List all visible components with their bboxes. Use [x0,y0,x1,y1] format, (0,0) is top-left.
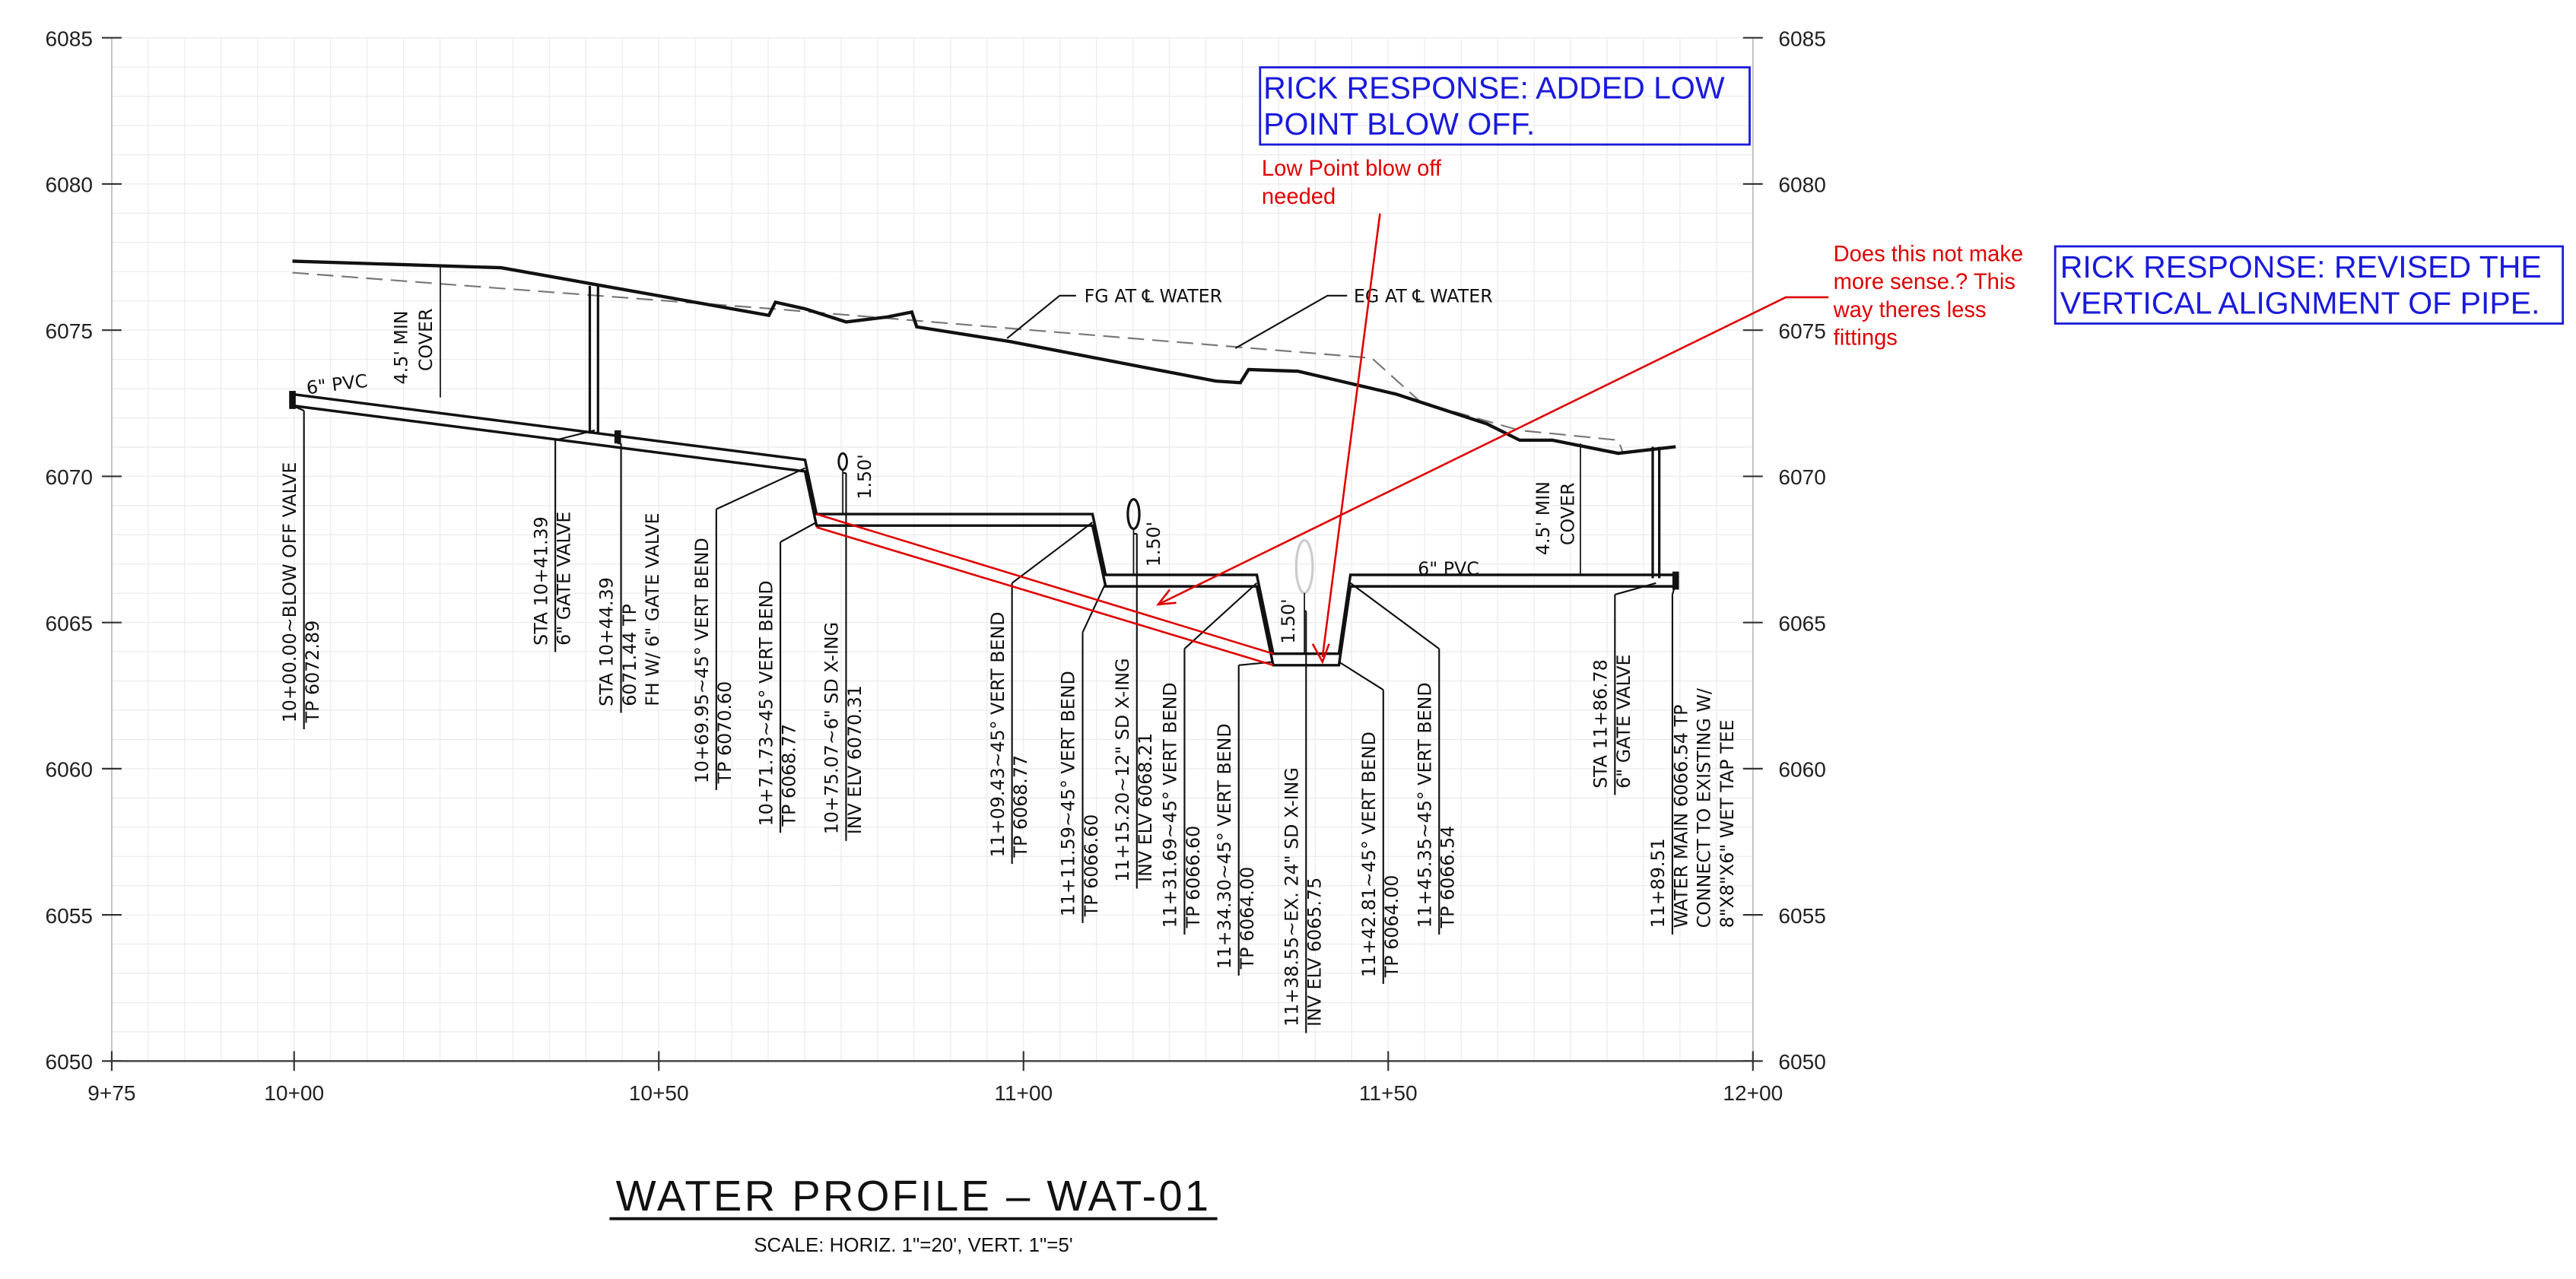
y-tick-label: 6055 [46,904,93,928]
y-tick-label: 6050 [1778,1050,1825,1074]
response-text: RICK RESPONSE: REVISED THE [2060,249,2542,284]
comment-text: more sense.? This [1834,270,2015,294]
cover-label: 4.5' MIN [1533,481,1554,555]
revision-pipe [817,527,1273,665]
y-tick-label: 6055 [1778,904,1825,928]
storm-crossing [839,453,847,470]
pipe-bottom [293,406,1676,665]
callout-text: 11+89.51 [1647,838,1669,928]
callout-text: 10+71.73~45° VERT BEND [755,580,777,826]
callout-text: TP 6072.89 [302,620,323,724]
leader [1235,296,1347,348]
callout-text: WATER MAIN 6066.54 TP [1670,705,1691,928]
y-tick-label: 6075 [1778,319,1825,343]
leader [1007,296,1076,338]
leader [555,430,595,440]
callout-text: INV ELV 6070.31 [844,685,866,834]
callout-text: 11+11.59~45° VERT BEND [1058,671,1079,916]
y-tick-label: 6070 [46,465,93,489]
y-tick-label: 6060 [1778,758,1825,782]
callout-text: 11+42.81~45° VERT BEND [1358,732,1380,977]
y-tick-label: 6060 [46,758,93,782]
pvc-label: 6" PVC [1418,558,1479,579]
storm-crossing-existing [1296,541,1313,593]
callout-text: FH W/ 6" GATE VALVE [642,513,663,706]
fg-label: FG AT ℄ WATER [1085,285,1222,306]
eg-label: EG AT ℄ WATER [1354,285,1493,306]
callout-text: 11+09.43~45° VERT BEND [987,611,1008,857]
page: { "y_axis_left": ["6085", "6080", "6075"… [0,0,2576,1279]
profile-sheet: FG AT ℄ WATER EG AT ℄ WATER 6" PVC 6" PV… [0,0,2576,1279]
y-tick-label: 6065 [46,611,93,635]
callout-text: 10+00.00~BLOW OFF VALVE [279,462,300,723]
y-tick-label: 6065 [1778,611,1825,635]
comment-text: needed [1262,185,1336,209]
leader [1012,522,1093,583]
callout-text: 11+45.35~45° VERT BEND [1414,682,1435,928]
response-text: VERTICAL ALIGNMENT OF PIPE. [2060,286,2540,321]
callout-text: 11+15.20~12" SD X-ING [1112,658,1133,881]
comment-text: fittings [1834,326,1898,351]
response-text: RICK RESPONSE: ADDED LOW [1263,71,1725,106]
callout-text: 8"X8"X6" WET TAP TEE [1717,719,1738,928]
x-tick-label: 10+50 [629,1081,689,1105]
callout-text: 6071.44 TP [619,604,640,706]
callout-text: TP 6066.54 [1437,826,1459,929]
x-tick-label: 11+50 [1359,1081,1418,1105]
callout-text: 6" GATE VALVE [1613,654,1634,788]
comment-text: way theres less [1833,298,1987,322]
scale-note: SCALE: HORIZ. 1"=20', VERT. 1"=5' [754,1235,1072,1256]
callout-text: 11+31.69~45° VERT BEND [1160,682,1181,928]
x-tick-label: 10+00 [264,1081,324,1105]
response-text: POINT BLOW OFF. [1263,106,1535,141]
cover-label: COVER [415,309,437,372]
y-tick-label: 6075 [46,319,93,343]
y-tick-label: 6085 [46,27,93,50]
callout-text: STA 10+41.39 [530,516,551,646]
callout-text: CONNECT TO EXISTING W/ [1694,688,1715,928]
x-tick-label: 11+00 [994,1081,1053,1105]
leader [1339,662,1383,690]
callout-text: TP 6064.00 [1237,867,1258,970]
callout-text: TP 6066.60 [1081,814,1102,918]
pvc-label: 6" PVC [305,370,369,399]
callout-text: 6" GATE VALVE [554,512,575,646]
leader [716,468,805,509]
leader [780,522,817,542]
callout-text: TP 6070.60 [714,681,735,785]
y-tick-label: 6050 [46,1050,93,1074]
callout-text: 11+38.55~EX. 24" SD X-ING [1281,767,1302,1027]
clearance-label: 1.50' [1278,598,1299,643]
comment-text: Does this not make [1834,242,2024,266]
sheet-title: WATER PROFILE – WAT-01 [616,1172,1212,1220]
callout-text: TP 6064.00 [1381,875,1402,979]
clearance-label: 1.50' [854,454,875,499]
clearance-label: 1.50' [1143,522,1164,567]
comment-text: Low Point blow off [1262,157,1442,181]
storm-crossing [1128,500,1139,529]
callout-text: INV ELV 6068.21 [1135,733,1156,882]
cover-label: 4.5' MIN [391,310,412,384]
y-tick-label: 6080 [46,173,93,197]
y-tick-label: 6080 [1778,173,1825,197]
callout-text: TP 6068.77 [778,724,799,827]
callout-text: 11+34.30~45° VERT BEND [1214,723,1235,969]
callout-text: STA 10+44.39 [596,577,618,706]
x-tick-label: 9+75 [87,1081,135,1105]
callout-text: INV ELV 6065.75 [1304,878,1326,1027]
callout-text: 10+69.95~45° VERT BEND [691,538,713,783]
callout-text: STA 11+86.78 [1590,659,1612,789]
callout-text: TP 6068.77 [1010,755,1031,858]
y-tick-label: 6070 [1778,465,1825,489]
tee [1672,572,1679,590]
callout-text: TP 6066.60 [1183,826,1204,929]
x-tick-label: 12+00 [1723,1081,1783,1105]
y-tick-label: 6085 [1778,27,1825,50]
cover-label: COVER [1557,482,1578,545]
gate-valve [615,430,621,443]
revision-arrow [1158,297,1828,605]
callout-text: 10+75.07~6" SD X-ING [821,622,843,834]
